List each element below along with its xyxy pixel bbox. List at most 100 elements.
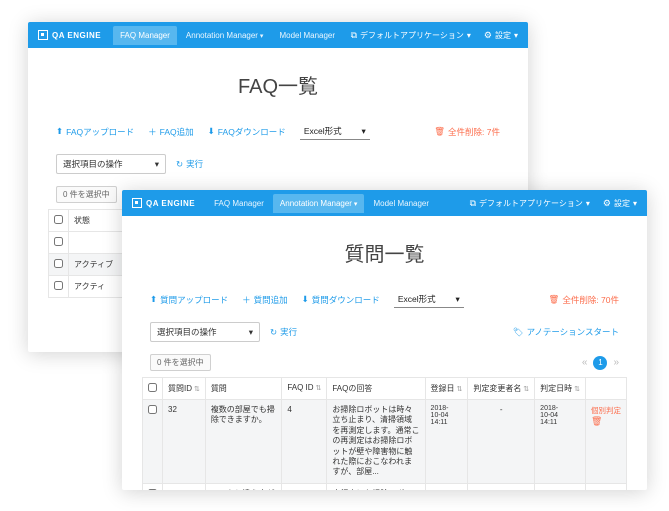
faq-add-link[interactable]: ＋ FAQ追加 [148,126,194,138]
delete-all-link[interactable]: 🗑 全件削除: 7件 [434,126,500,138]
chevron-down-icon: ▾ [155,159,159,170]
selection-count-chip: 0 件を選択中 [150,354,211,371]
copy-icon: ⧉ [470,198,476,209]
brand: QA ENGINE [132,198,195,208]
bulk-ops-select[interactable]: 選択項目の操作 ▾ [56,154,166,174]
row-checkbox[interactable] [54,259,63,268]
exec-label: 実行 [280,326,297,338]
brand: QA ENGINE [38,30,101,40]
bulk-ops-value: 選択項目の操作 [157,326,217,338]
col-answer[interactable]: FAQの回答 [327,378,425,400]
format-select[interactable]: Excel形式 ▾ [300,123,370,140]
col-judge-name[interactable]: 判定変更者名 [468,378,535,400]
chevron-down-icon: ▾ [249,327,253,338]
col-judge-dt[interactable]: 判定日時 [535,378,586,400]
bulk-ops-value: 選択項目の操作 [63,158,123,170]
trash-icon: 🗑 [549,294,560,305]
ops-row: 選択項目の操作 ▾ ↻ 実行 🏷 アノテーションスタート [122,318,647,350]
chevron-down-icon: ▾ [362,126,366,137]
exec-button[interactable]: ↻ 実行 [176,158,203,170]
table-row: 32 複数の部屋でも掃除できますか。 4 お掃除ロボットは時々立ち止まり、清掃領… [143,400,627,484]
exec-button[interactable]: ↻ 実行 [270,326,297,338]
settings-menu[interactable]: 設定 ▾ [600,198,637,209]
upload-icon: ⬆ [56,126,63,137]
q-upload-link[interactable]: ⬆ 質問アップロード [150,294,228,306]
plus-icon: ＋ [242,294,251,306]
brand-icon [38,30,48,40]
app-selector[interactable]: ⧉ デフォルトアプリケーション ▾ [467,198,590,209]
q-download-link[interactable]: ⬇ 質問ダウンロード [302,294,380,306]
cell-judge-name: - [468,400,535,484]
faq-download-label: FAQダウンロード [218,126,286,138]
nav-faq[interactable]: FAQ Manager [113,26,177,45]
page-title: 質問一覧 [122,216,647,285]
page-current[interactable]: 1 [593,356,607,370]
selection-count-chip: 0 件を選択中 [56,186,117,203]
annotation-start-label: アノテーションスタート [527,326,619,338]
trash-icon[interactable]: 🗑 [591,416,621,427]
bulk-ops-select[interactable]: 選択項目の操作 ▾ [150,322,260,342]
brand-text: QA ENGINE [52,31,101,40]
app-selector-label: デフォルトアプリケーション [479,198,583,209]
settings-menu[interactable]: 設定 ▾ [481,30,518,41]
question-table: 質問ID 質問 FAQ ID FAQの回答 登録日 判定変更者名 判定日時 32… [142,377,627,490]
chevron-down-icon: ▾ [456,294,460,305]
chevron-down-icon: ▾ [514,31,518,40]
select-all-checkbox[interactable] [54,215,63,224]
format-select-value: Excel形式 [304,125,342,137]
tag-icon: 🏷 [513,327,524,338]
row-checkbox[interactable] [54,281,63,290]
copy-icon: ⧉ [351,30,357,41]
page-title: FAQ一覧 [28,48,528,117]
nav-faq[interactable]: FAQ Manager [207,194,271,213]
faq-upload-label: FAQアップロード [66,126,134,138]
row-checkbox[interactable] [148,489,157,490]
cell-qid: 32 [163,400,206,484]
toolbar: ⬆ FAQアップロード ＋ FAQ追加 ⬇ FAQダウンロード Excel形式 … [28,117,528,150]
nav-model[interactable]: Model Manager [366,194,436,213]
annotation-start-link[interactable]: 🏷 アノテーションスタート [513,326,619,338]
q-add-link[interactable]: ＋ 質問追加 [242,294,288,306]
gear-icon [484,30,492,41]
cell-judge-dt: 2018- 10-04 14:11 [535,400,586,484]
brand-icon [132,198,142,208]
nav-annotation[interactable]: Annotation Manager [273,194,365,213]
gear-icon [603,198,611,209]
app-selector-label: デフォルトアプリケーション [360,30,464,41]
delete-all-link[interactable]: 🗑 全件削除: 70件 [549,294,619,306]
cell-action: 個別判定 [585,483,626,490]
faq-upload-link[interactable]: ⬆ FAQアップロード [56,126,134,138]
row-checkbox[interactable] [148,405,157,414]
faq-download-link[interactable]: ⬇ FAQダウンロード [208,126,286,138]
pager: « 1 » [582,356,619,370]
nav-model[interactable]: Model Manager [272,26,342,45]
nav-annotation[interactable]: Annotation Manager [179,26,271,45]
cell-question: 複数の部屋でも掃除できますか。 [205,400,282,484]
upload-icon: ⬆ [150,294,157,305]
page-next[interactable]: » [613,357,619,368]
refresh-icon: ↻ [176,159,183,170]
brand-text: QA ENGINE [146,199,195,208]
row-checkbox[interactable] [54,237,63,246]
col-fid[interactable]: FAQ ID [282,378,327,400]
app-selector[interactable]: ⧉ デフォルトアプリケーション ▾ [348,30,471,41]
cell-answer: 走行中にお掃除ロボットから異音がする場合、ゴ... [327,483,425,490]
format-select-value: Excel形式 [398,293,436,305]
col-question[interactable]: 質問 [205,378,282,400]
individual-judge-link[interactable]: 個別判定 [591,489,621,490]
faq-add-label: FAQ追加 [160,126,194,138]
cell-regdate: 2018- 10-04 14:11 [425,400,468,484]
nav: FAQ Manager Annotation Manager Model Man… [207,194,436,213]
individual-judge-link[interactable]: 個別判定 [591,405,621,416]
settings-label: 設定 [614,198,630,209]
select-all-checkbox[interactable] [148,383,157,392]
question-window: QA ENGINE FAQ Manager Annotation Manager… [122,190,647,490]
page-prev[interactable]: « [582,357,588,368]
cell-action: 個別判定 🗑 [585,400,626,484]
col-regdate[interactable]: 登録日 [425,378,468,400]
q-upload-label: 質問アップロード [160,294,228,306]
format-select[interactable]: Excel形式 ▾ [394,291,464,308]
settings-label: 設定 [495,30,511,41]
selection-chip-row: 0 件を選択中 « 1 » [122,350,647,377]
col-qid[interactable]: 質問ID [163,378,206,400]
